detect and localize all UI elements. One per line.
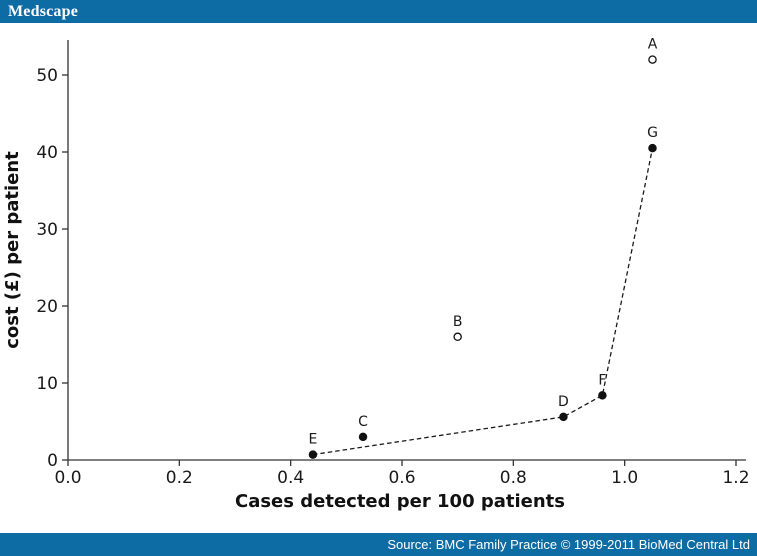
source-attribution: Source: BMC Family Practice © 1999-2011 …	[387, 537, 750, 552]
x-tick-label: 0.0	[54, 468, 81, 488]
x-tick-label: 1.2	[722, 468, 749, 488]
x-tick-label: 0.2	[166, 468, 193, 488]
point-label-A: A	[648, 37, 658, 53]
x-tick-label: 0.8	[500, 468, 527, 488]
x-tick-label: 0.4	[277, 468, 304, 488]
y-tick-label: 20	[36, 297, 58, 317]
efficiency-frontier-line	[312, 148, 654, 456]
data-point-D	[559, 412, 568, 422]
y-tick-label: 50	[36, 66, 58, 86]
y-axis-title: cost (£) per patient	[2, 151, 23, 349]
point-label-E: E	[309, 432, 318, 448]
x-tick-label: 1.0	[611, 468, 638, 488]
data-point-B	[453, 332, 462, 342]
y-tick-label: 40	[36, 143, 58, 163]
y-tick-label: 0	[47, 451, 58, 471]
medscape-logo: Medscape	[8, 2, 79, 20]
footer-bar: Source: BMC Family Practice © 1999-2011 …	[0, 533, 757, 556]
header-bar: Medscape	[0, 0, 757, 23]
data-point-E	[308, 450, 318, 459]
point-label-B: B	[453, 314, 463, 330]
x-axis-title: Cases detected per 100 patients	[235, 491, 565, 512]
y-tick-label: 10	[36, 374, 58, 394]
x-tick-label: 0.6	[388, 468, 415, 488]
point-label-F: F	[598, 372, 606, 388]
data-point-A	[648, 55, 657, 64]
data-point-G	[648, 143, 657, 153]
point-label-G: G	[647, 125, 658, 141]
data-point-F	[598, 391, 607, 400]
point-label-D: D	[558, 394, 569, 410]
point-label-C: C	[358, 414, 368, 430]
data-point-C	[358, 432, 368, 442]
y-tick-label: 30	[36, 220, 58, 240]
